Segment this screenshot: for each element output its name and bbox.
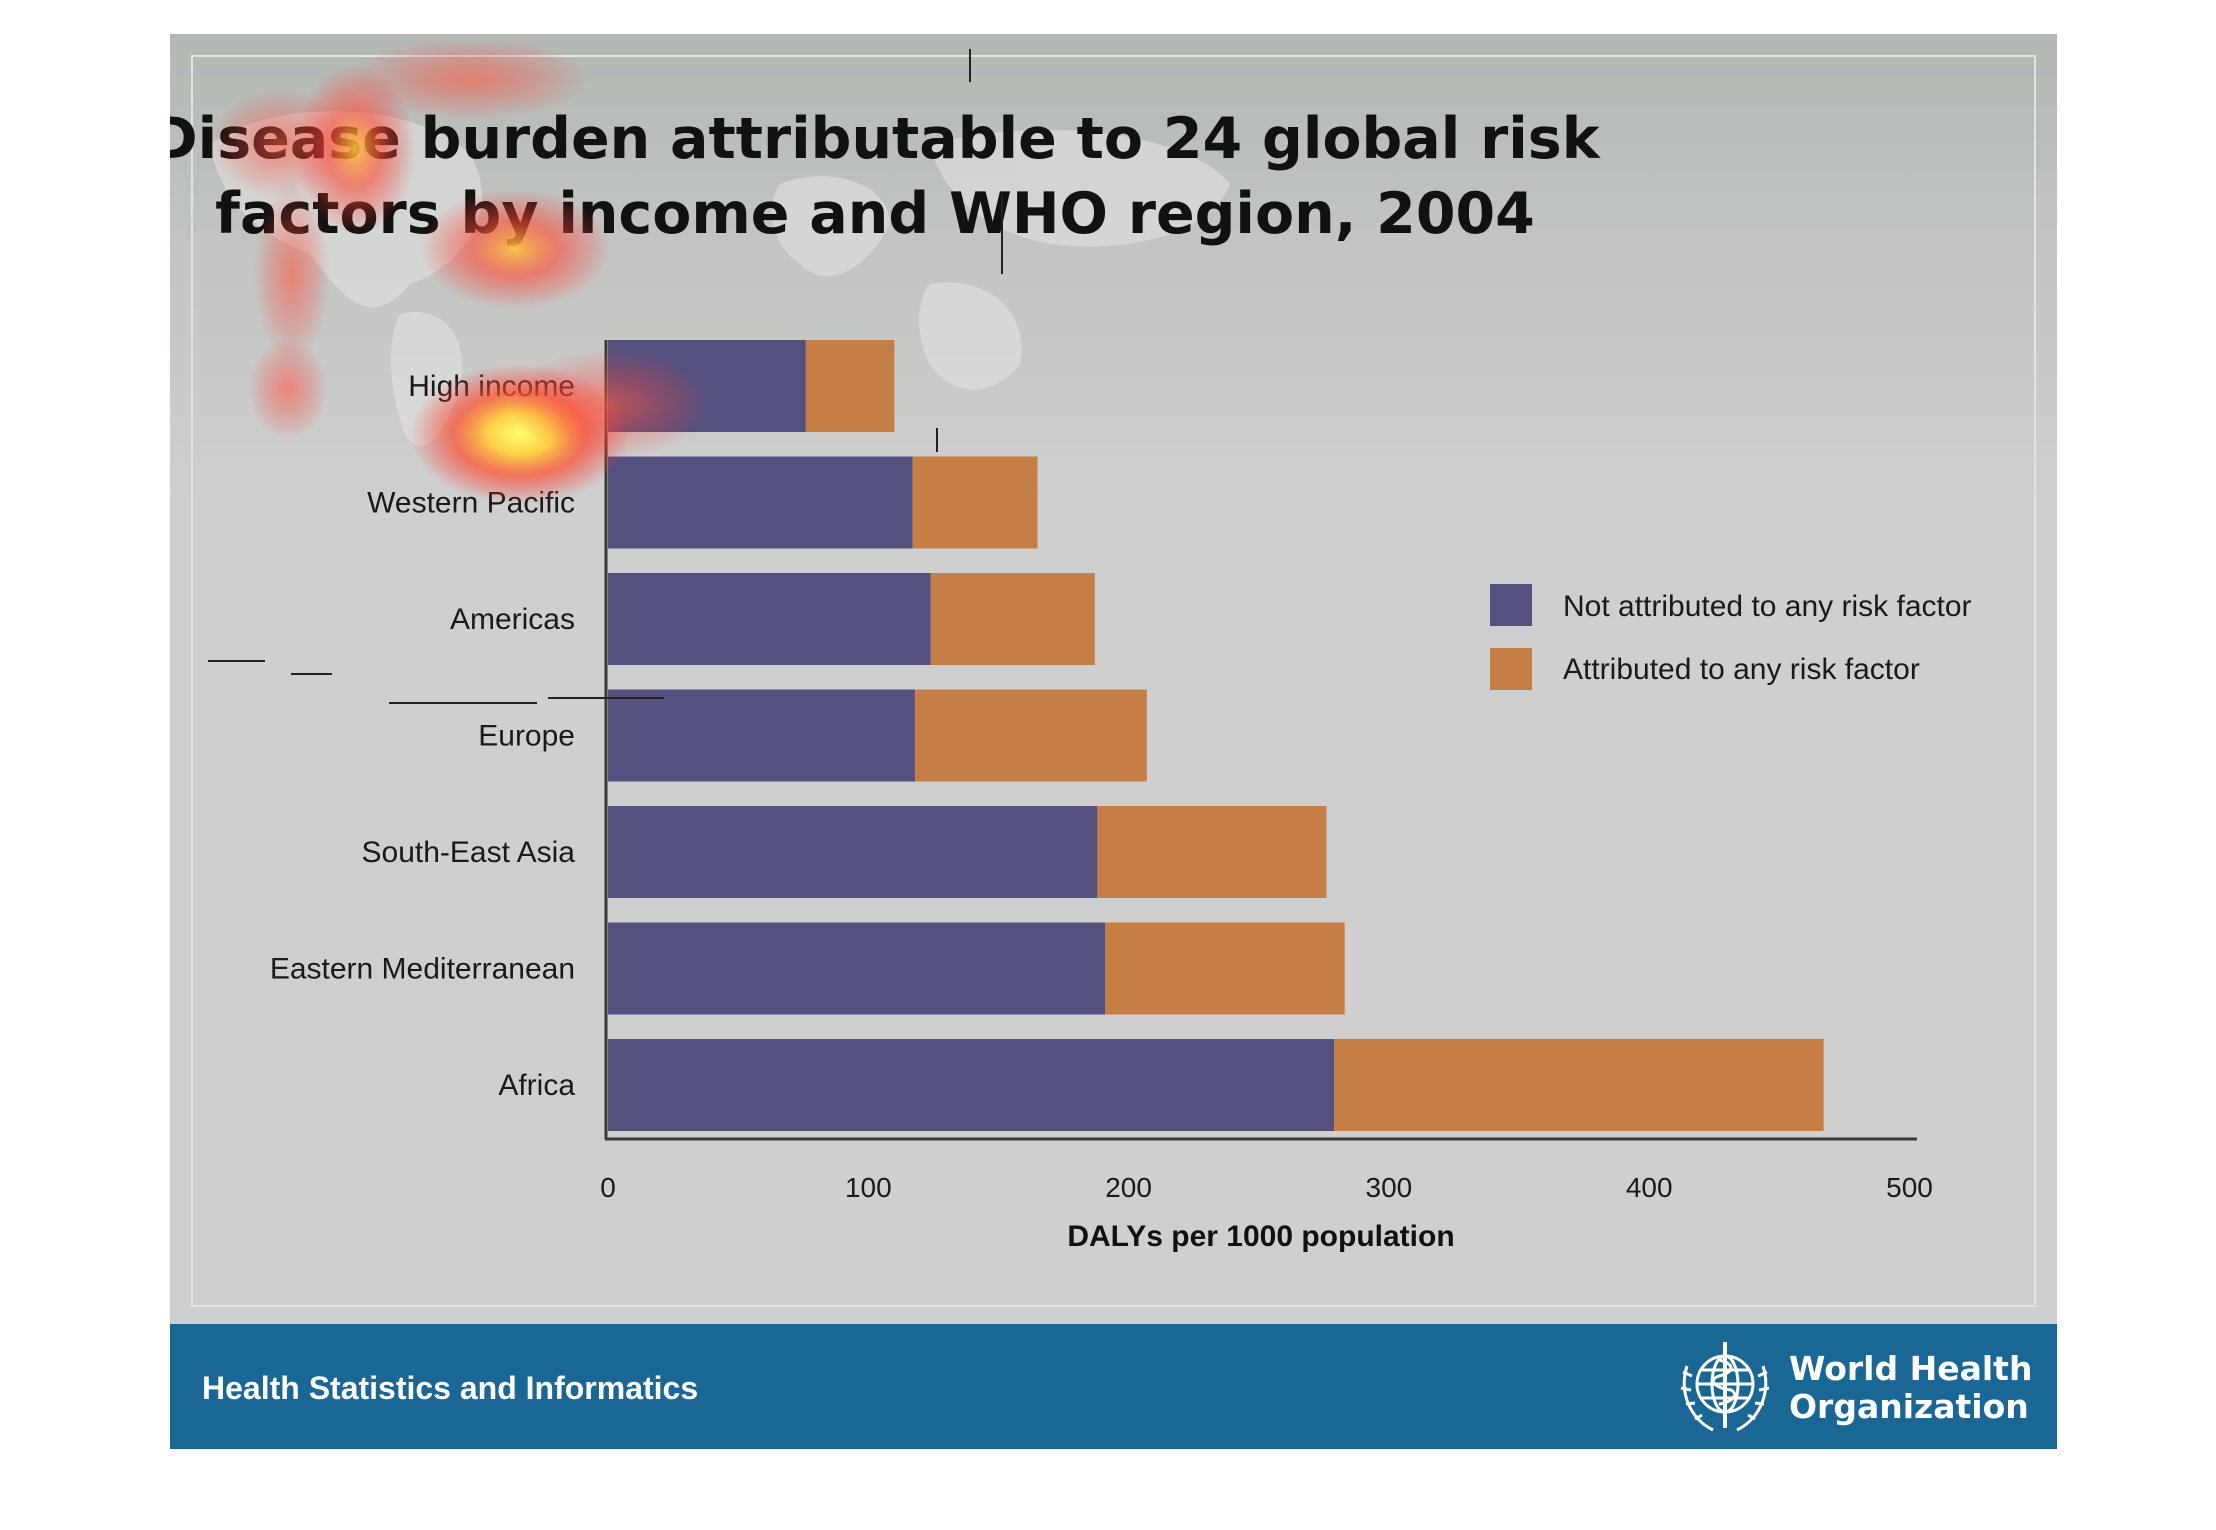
category-label: Americas [450, 603, 575, 636]
footer-department-text: Health Statistics and Informatics [202, 1370, 699, 1406]
bar-attributed-high-income [805, 340, 895, 432]
who-name-line-1: World Health [1789, 1349, 2033, 1388]
slide-inner-frame [191, 55, 2036, 1307]
legend-swatch-attributed [1490, 648, 1532, 690]
who-name-line-2: Organization [1789, 1387, 2029, 1426]
bar-attributed-south-east-asia [1097, 806, 1327, 898]
stray-annotation-lines [208, 49, 1003, 704]
category-label: South-East Asia [362, 836, 576, 869]
legend-label-attributed: Attributed to any risk factor [1563, 653, 1920, 686]
legend-swatch-not-attributed [1490, 584, 1532, 626]
category-labels: High incomeWestern PacificAmericasEurope… [270, 370, 575, 1102]
category-label: Eastern Mediterranean [270, 953, 575, 986]
who-logo: World Health Organization [1675, 1336, 2035, 1440]
gaze-heatmap-overlay [210, 39, 710, 504]
bar-attributed-western-pacific [912, 456, 1038, 549]
bar-not-attributed-eastern-mediterranean [608, 922, 1106, 1015]
chart-title-line-2: factors by income and WHO region, 2004 [215, 181, 1535, 247]
bar-attributed-eastern-mediterranean [1105, 922, 1345, 1015]
bar-not-attributed-south-east-asia [608, 806, 1098, 898]
x-tick-labels: 0 100 200 300 400 500 [600, 1172, 1933, 1203]
category-label: Europe [478, 720, 575, 753]
category-label: Africa [498, 1069, 575, 1102]
x-axis-title: DALYs per 1000 population [1067, 1220, 1454, 1253]
x-tick-label: 300 [1366, 1172, 1413, 1203]
chart: Disease burden attributable to 24 global… [170, 39, 2036, 1307]
x-tick-label: 0 [600, 1172, 616, 1203]
bar-attributed-africa [1334, 1039, 1824, 1131]
who-emblem-icon [1680, 1342, 1770, 1432]
legend: Not attributed to any risk factor Attrib… [1490, 584, 1972, 690]
legend-label-not-attributed: Not attributed to any risk factor [1563, 590, 1972, 623]
bar-not-attributed-western-pacific [608, 456, 913, 549]
bar-not-attributed-africa [608, 1039, 1335, 1131]
bars-group [608, 340, 1824, 1131]
bar-attributed-americas [930, 573, 1095, 665]
x-tick-label: 400 [1626, 1172, 1673, 1203]
bar-not-attributed-europe [608, 689, 916, 782]
who-name: World Health Organization [1789, 1350, 2032, 1426]
x-tick-label: 200 [1105, 1172, 1152, 1203]
x-tick-label: 500 [1886, 1172, 1933, 1203]
x-tick-label: 100 [845, 1172, 892, 1203]
footer-bar: Health Statistics and Informatics World … [170, 1324, 2057, 1449]
slide: Disease burden attributable to 24 global… [170, 34, 2057, 1449]
bar-not-attributed-americas [608, 573, 931, 665]
bar-attributed-europe [915, 689, 1147, 782]
